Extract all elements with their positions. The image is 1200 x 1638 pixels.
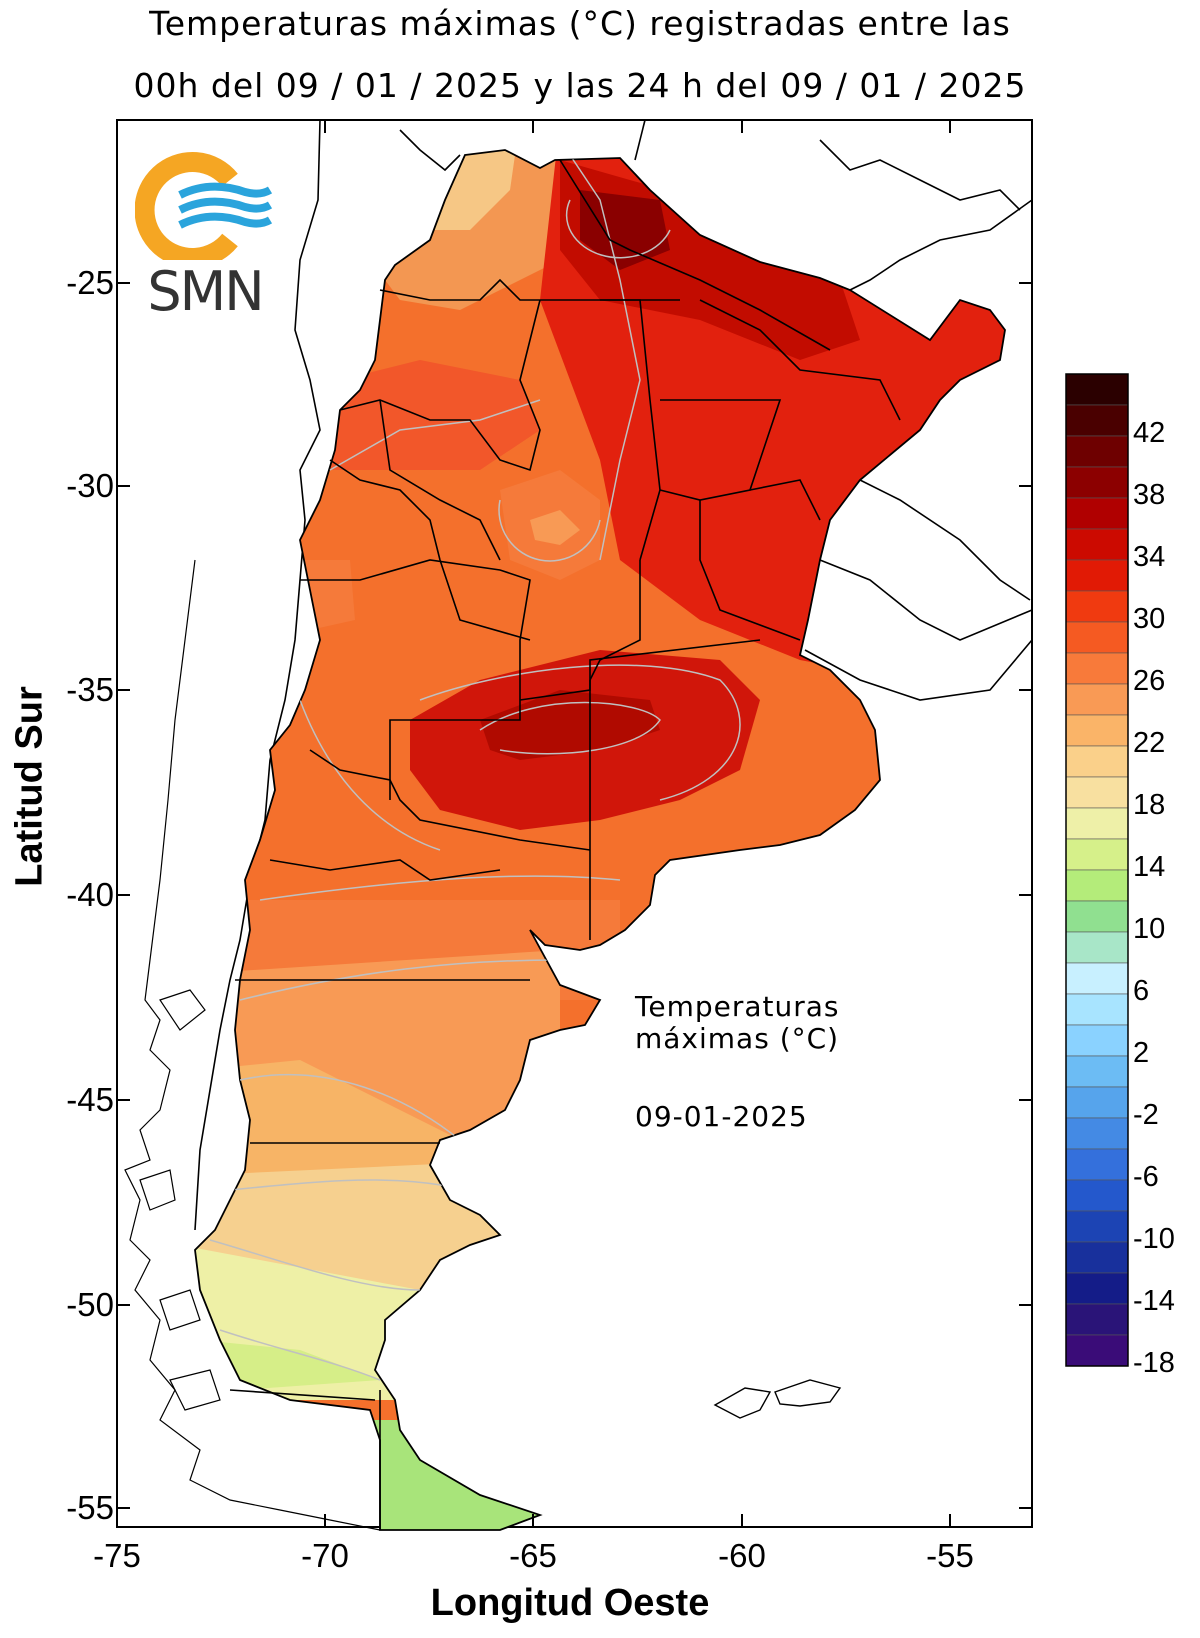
xtick-label: -55 [926,1537,974,1574]
legend-swatch [1065,621,1129,654]
ytick-label: -45 [66,1081,114,1118]
annotation-line1: Temperaturas [635,990,840,1023]
xtick-label: -60 [718,1537,766,1574]
legend-swatch [1065,373,1129,406]
legend-frame [1065,373,1129,1367]
legend-swatch [1065,962,1129,995]
legend-swatch [1065,1117,1129,1150]
color-legend-bar [1065,373,1129,1367]
legend-swatch [1065,1303,1129,1336]
ytick-label: -35 [66,671,114,708]
legend-label: 6 [1133,975,1150,1007]
legend-label: -10 [1133,1223,1175,1255]
legend-label: 34 [1133,541,1166,573]
chile-coastline [124,559,381,1531]
legend-label: 22 [1133,727,1166,759]
legend-swatch [1065,652,1129,685]
legend-swatch [1065,900,1129,933]
smn-logo: SMN [134,150,275,323]
ytick-label: -30 [66,467,114,504]
legend-label: 14 [1133,851,1166,883]
legend-swatch [1065,869,1129,902]
map-title-line1: Temperaturas máximas (°C) registradas en… [149,4,1011,43]
axis-ticks [116,120,1032,1527]
legend-label: -18 [1133,1347,1175,1379]
legend-swatch [1065,1055,1129,1088]
legend-swatch [1065,404,1129,437]
annotation-date: 09-01-2025 [635,1100,808,1133]
xtick-label: -65 [509,1537,557,1574]
legend-swatch [1065,1272,1129,1305]
xtick-label: -70 [301,1537,349,1574]
smn-logo-text: SMN [147,260,264,323]
neighbor-borders [194,119,1033,1231]
map-title-line2: 00h del 09 / 01 / 2025 y las 24 h del 09… [133,66,1027,105]
legend-swatch [1065,838,1129,871]
legend-swatch [1065,745,1129,778]
legend-swatch [1065,807,1129,840]
legend-swatch [1065,435,1129,468]
x-axis-label: Longitud Oeste [430,1582,710,1624]
y-axis-label: Latitud Sur [8,686,51,887]
legend-swatch [1065,466,1129,499]
legend-label: 26 [1133,665,1166,697]
legend-swatch [1065,776,1129,809]
legend-swatch [1065,1241,1129,1274]
legend-swatch [1065,931,1129,964]
legend-label: 30 [1133,603,1166,635]
legend-label: -2 [1133,1099,1159,1131]
legend-swatch [1065,1334,1129,1367]
legend-label: 10 [1133,913,1166,945]
legend-label: 42 [1133,417,1166,449]
ytick-label: -55 [66,1489,114,1526]
legend-swatch [1065,1179,1129,1212]
legend-swatch [1065,714,1129,747]
ytick-label: -40 [66,876,114,913]
legend-label: -6 [1133,1161,1159,1193]
legend-swatch [1065,559,1129,592]
legend-label: 2 [1133,1037,1150,1069]
legend-swatch [1065,590,1129,623]
legend-label: 38 [1133,479,1166,511]
legend-label: 18 [1133,789,1166,821]
ytick-label: -50 [66,1286,114,1323]
xtick-label: -75 [93,1537,141,1574]
isotherm-contours [209,150,741,1381]
malvinas-islands [713,1379,842,1419]
legend-swatch [1065,1086,1129,1119]
legend-swatch [1065,1210,1129,1243]
annotation-line2: máximas (°C) [635,1022,840,1055]
legend-swatch [1065,528,1129,561]
legend-swatch [1065,1024,1129,1057]
ytick-label: -25 [66,264,114,301]
legend-swatch [1065,1148,1129,1181]
province-borders [229,159,901,1530]
legend-swatch [1065,993,1129,1026]
smn-sun-waves-logo-icon [134,152,273,268]
legend-swatch [1065,497,1129,530]
legend-label: -14 [1133,1285,1175,1317]
legend-swatch [1065,683,1129,716]
